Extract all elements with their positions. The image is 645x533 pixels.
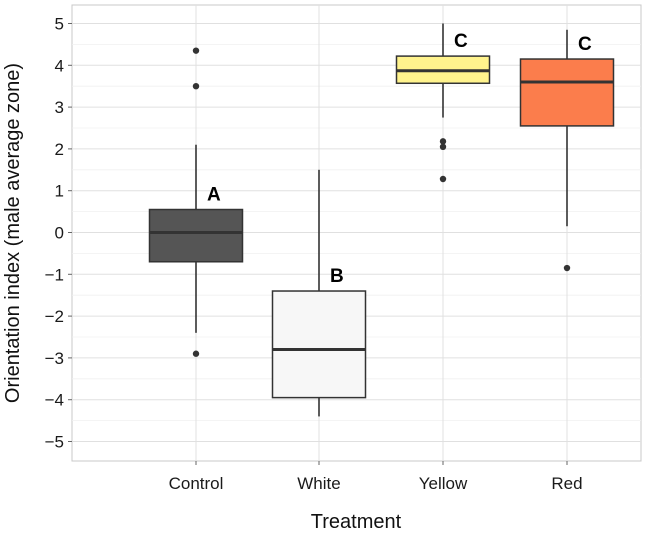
y-tick-label: 5 bbox=[55, 15, 64, 34]
outlier-point bbox=[192, 83, 200, 90]
y-tick-label: −2 bbox=[45, 307, 64, 326]
outlier-point bbox=[563, 264, 571, 272]
y-tick-label: −3 bbox=[45, 349, 64, 368]
x-tick-label: Yellow bbox=[419, 474, 468, 493]
x-tick-label: Control bbox=[169, 474, 224, 493]
y-tick-label: −4 bbox=[45, 391, 64, 410]
y-tick-label: 2 bbox=[55, 140, 64, 159]
x-tick-label: Red bbox=[551, 474, 582, 493]
y-axis-title: Orientation index (male average zone) bbox=[2, 63, 24, 403]
outlier-point bbox=[192, 47, 200, 54]
y-axis-ticks: 5 4 3 2 1 0 −1 −2 −3 −4 −5 bbox=[45, 15, 72, 452]
box-yellow: C bbox=[395, 23, 491, 183]
y-tick-label: 0 bbox=[55, 224, 64, 243]
box-iqr bbox=[519, 58, 615, 127]
y-tick-label: −1 bbox=[45, 265, 64, 284]
y-tick-label: 4 bbox=[55, 56, 64, 75]
y-tick-label: 1 bbox=[55, 182, 64, 201]
x-axis-title: Treatment bbox=[311, 511, 402, 533]
significance-letter: A bbox=[207, 185, 221, 206]
box-iqr bbox=[271, 290, 367, 399]
outlier-point bbox=[439, 143, 447, 151]
outlier-point bbox=[192, 350, 200, 357]
outlier-point bbox=[439, 138, 447, 145]
y-tick-label: 3 bbox=[55, 98, 64, 117]
box-white: B bbox=[271, 169, 367, 417]
significance-letter: B bbox=[330, 266, 344, 287]
x-tick-label: White bbox=[297, 474, 340, 493]
outlier-point bbox=[439, 175, 447, 183]
significance-letter: C bbox=[454, 31, 468, 52]
significance-letter: C bbox=[578, 34, 592, 55]
box-control: A bbox=[148, 47, 244, 357]
box-iqr bbox=[148, 208, 244, 263]
boxes: A B C C bbox=[148, 23, 615, 417]
box-red: C bbox=[519, 29, 615, 272]
y-tick-label: −5 bbox=[45, 433, 64, 452]
x-axis-ticks: Control White Yellow Red bbox=[169, 461, 583, 493]
